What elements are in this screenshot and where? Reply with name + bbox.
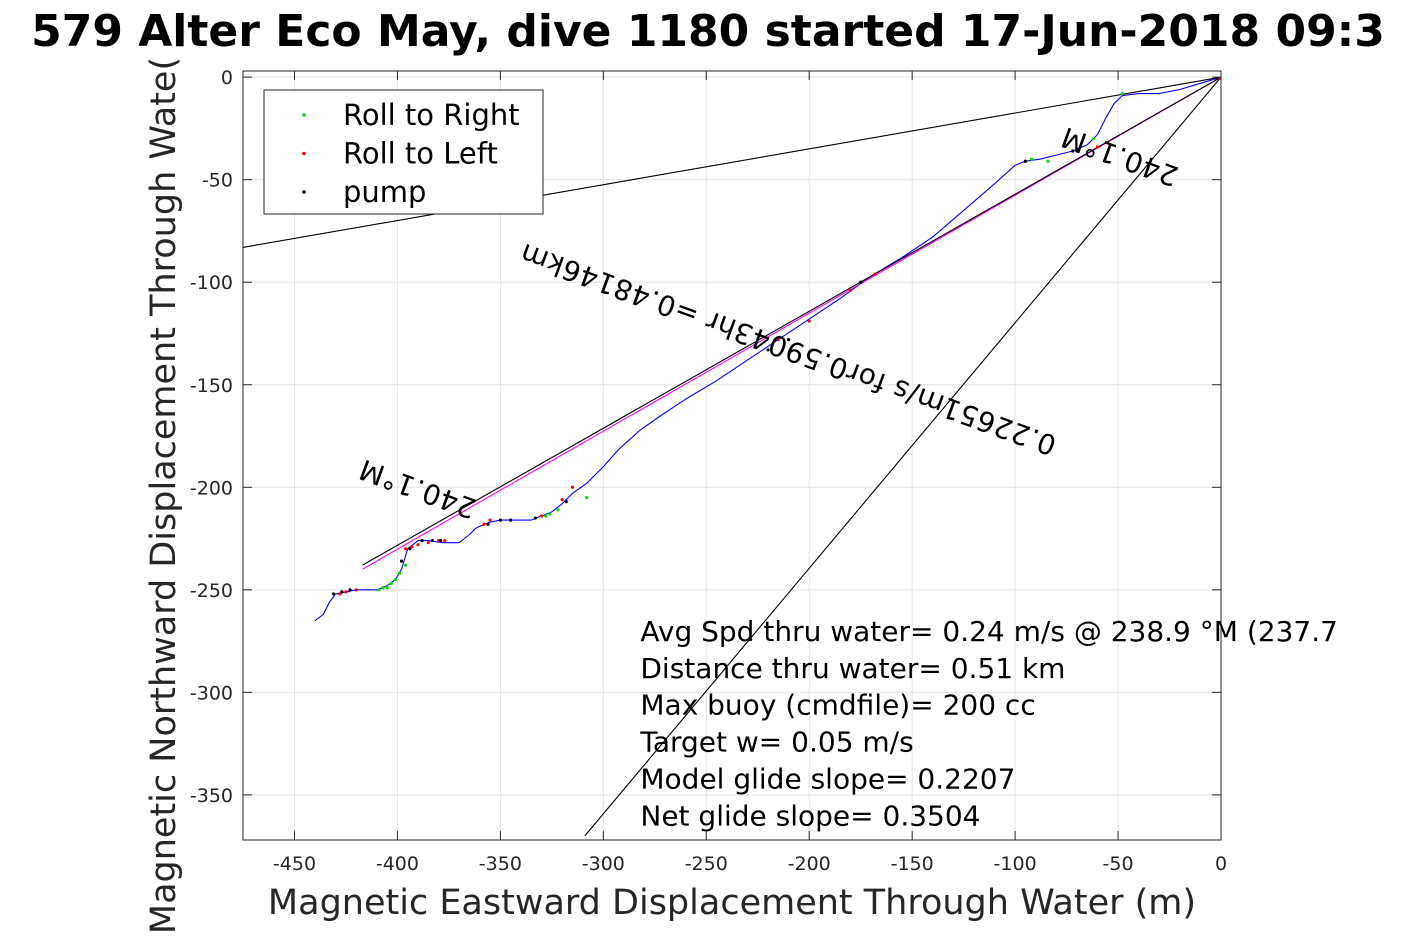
- pump-marker: [1071, 149, 1075, 153]
- roll-left-marker: [426, 541, 430, 545]
- annotation-text: Model glide slope= 0.2207: [640, 763, 1015, 796]
- annotation-text: Target w= 0.05 m/s: [639, 726, 913, 759]
- roll-right-marker: [1120, 91, 1124, 96]
- chart-title: 579 Alter Eco May, dive 1180 started 17-…: [31, 6, 1385, 57]
- legend-label: Roll to Left: [343, 137, 498, 171]
- pump-marker: [420, 539, 424, 543]
- series-line-2: [362, 76, 1221, 566]
- roll-left-marker: [776, 338, 780, 342]
- legend-marker: [302, 151, 306, 156]
- annotation-text: Max buoy (cmdfile)= 200 cc: [640, 689, 1035, 722]
- roll-left-marker: [488, 518, 492, 522]
- roll-right-marker: [393, 577, 397, 582]
- pump-marker: [859, 280, 863, 284]
- roll-right-marker: [389, 582, 393, 586]
- pump-marker: [340, 590, 344, 594]
- pump-marker: [486, 522, 490, 526]
- pump-marker: [787, 338, 791, 342]
- y-tick-label: -300: [190, 682, 233, 704]
- y-tick-label: -100: [190, 272, 233, 294]
- y-tick-label: -350: [190, 785, 233, 807]
- roll-left-marker: [338, 592, 342, 596]
- y-tick-label: -200: [190, 477, 233, 499]
- roll-right-marker: [397, 571, 402, 576]
- series-line-1: [362, 76, 1221, 570]
- roll-right-marker: [377, 588, 381, 592]
- roll-right-marker: [1029, 157, 1034, 161]
- roll-left-marker: [1075, 149, 1079, 153]
- pump-marker: [1023, 159, 1027, 163]
- x-tick-label: -50: [1103, 853, 1134, 875]
- axes-frame: [242, 70, 1222, 841]
- legend: Roll to Right Roll to Left pump: [263, 89, 544, 215]
- legend-marker: [302, 190, 306, 194]
- x-tick-label: 0: [1215, 853, 1227, 875]
- roll-left-marker: [344, 590, 348, 594]
- legend-label: pump: [343, 175, 426, 209]
- x-tick-label: -450: [273, 853, 316, 875]
- roll-left-marker: [560, 497, 564, 502]
- annotation-text: Net glide slope= 0.3504: [640, 799, 980, 832]
- roll-left-marker: [404, 547, 408, 551]
- roll-right-marker: [404, 563, 408, 567]
- roll-right-marker: [585, 495, 589, 500]
- legend-box: [263, 89, 544, 215]
- y-tick-label: -150: [190, 375, 233, 397]
- x-tick-label: -250: [685, 853, 728, 875]
- legend-label: Roll to Right: [343, 98, 520, 132]
- roll-right-marker: [1091, 137, 1095, 141]
- pump-marker: [533, 516, 537, 520]
- x-tick-label: -150: [891, 853, 934, 875]
- roll-right-marker: [385, 586, 389, 590]
- roll-left-marker: [539, 514, 544, 518]
- legend-marker: [302, 113, 306, 117]
- x-tick-label: -200: [788, 853, 831, 875]
- pump-marker: [348, 588, 352, 592]
- y-tick-label: -50: [202, 170, 233, 192]
- pump-marker: [408, 547, 412, 551]
- pump-marker: [498, 518, 502, 522]
- x-tick-label: -400: [376, 853, 419, 875]
- pump-marker: [399, 559, 404, 563]
- pump-marker: [439, 539, 443, 543]
- roll-left-marker: [873, 272, 877, 276]
- roll-left-marker: [354, 588, 358, 592]
- annotation-text: Distance thru water= 0.51 km: [640, 652, 1065, 685]
- x-tick-label: -350: [479, 853, 522, 875]
- pump-marker: [766, 348, 770, 352]
- roll-left-marker: [410, 545, 414, 549]
- roll-left-marker: [848, 288, 852, 293]
- pump-marker: [509, 518, 513, 522]
- y-tick-label: -250: [190, 580, 233, 602]
- y-axis-label: Magnetic Northward Displacement Through …: [144, 57, 184, 934]
- pump-marker: [564, 500, 568, 504]
- series-line-4: [584, 76, 1221, 837]
- roll-left-marker: [1095, 145, 1100, 149]
- roll-right-marker: [1046, 159, 1050, 163]
- roll-left-marker: [443, 539, 447, 543]
- roll-right-marker: [548, 512, 552, 516]
- x-axis-label: Magnetic Eastward Displacement Through W…: [268, 883, 1196, 923]
- annotation-text: Avg Spd thru water= 0.24 m/s @ 238.9 °M …: [640, 615, 1338, 648]
- roll-right-marker: [381, 586, 385, 590]
- pump-marker: [331, 592, 336, 596]
- plot-data-layer: [243, 76, 1221, 837]
- x-tick-label: -100: [994, 853, 1037, 875]
- roll-right-marker: [544, 514, 548, 518]
- series-line-3: [243, 76, 1221, 248]
- x-tick-label: -300: [582, 853, 625, 875]
- pump-marker: [430, 539, 435, 543]
- y-tick-label: 0: [221, 67, 233, 89]
- roll-left-marker: [570, 485, 575, 489]
- roll-left-marker: [807, 319, 811, 323]
- roll-right-marker: [556, 508, 560, 512]
- roll-left-marker: [416, 543, 420, 547]
- roll-left-marker: [482, 522, 486, 526]
